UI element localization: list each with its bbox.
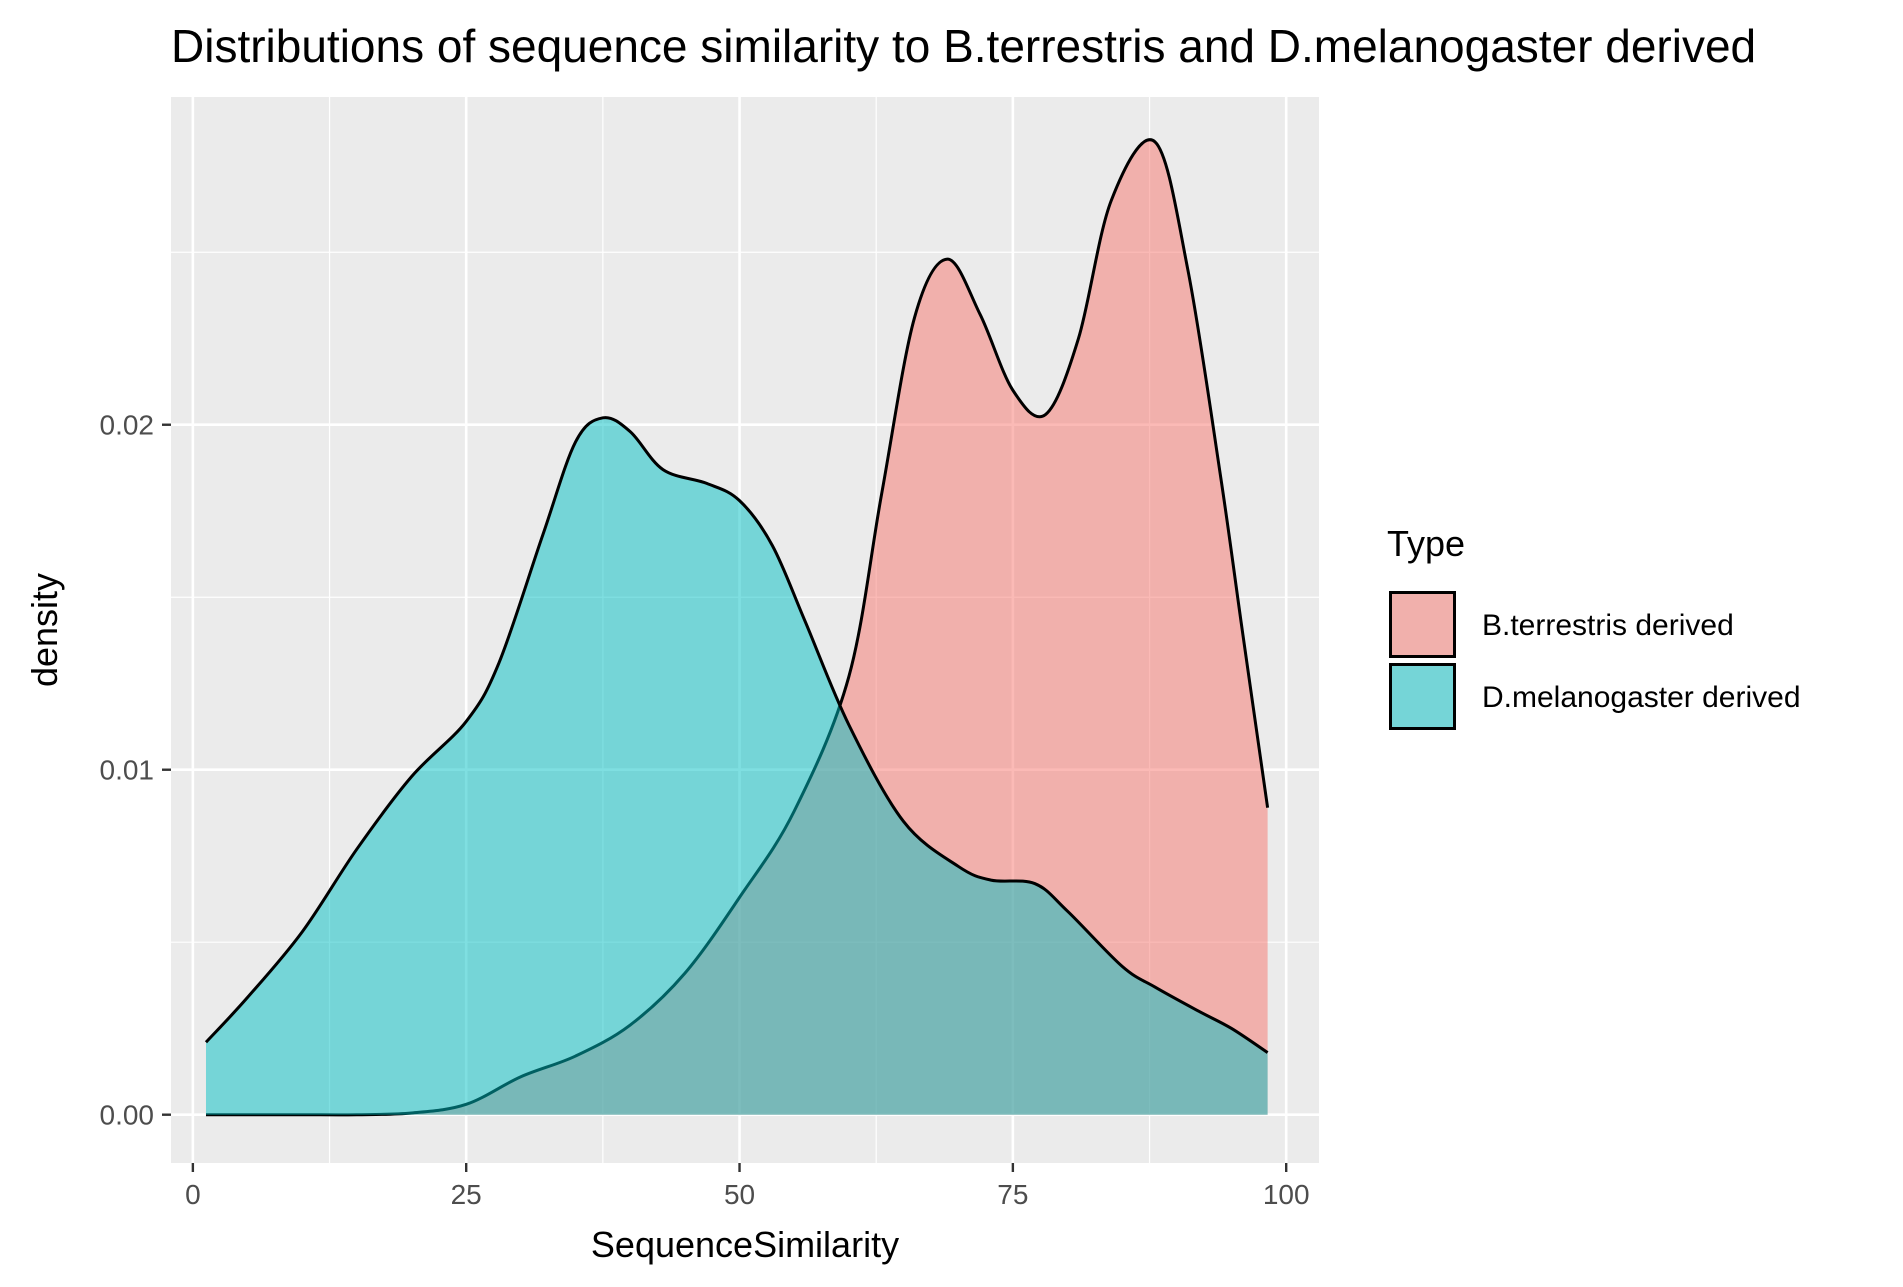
legend-label: B.terrestris derived bbox=[1482, 609, 1734, 642]
density-area-b-terrestris-derived bbox=[205, 139, 1268, 1115]
legend-swatch bbox=[1389, 663, 1456, 730]
chart-title: Distributions of sequence similarity to … bbox=[171, 20, 1756, 72]
x-tick-label: 50 bbox=[724, 1179, 755, 1210]
density-line-d-melanogaster-derived bbox=[204, 416, 1269, 1054]
legend-title: Type bbox=[1387, 523, 1465, 564]
y-axis: 0.00 0.01 0.02 bbox=[100, 410, 171, 1131]
y-tick-label: 0.01 bbox=[100, 755, 155, 786]
legend: Type B.terrestris derived D.melanogaster … bbox=[1387, 523, 1801, 730]
x-axis: 0 25 50 75 100 bbox=[185, 1163, 1310, 1210]
y-tick-label: 0.00 bbox=[100, 1100, 155, 1131]
density-areas bbox=[204, 138, 1270, 1117]
legend-label: D.melanogaster derived bbox=[1482, 681, 1801, 714]
x-axis-title: SequenceSimilarity bbox=[591, 1224, 899, 1265]
y-tick-label: 0.02 bbox=[100, 410, 155, 441]
density-area-d-melanogaster-derived bbox=[205, 417, 1268, 1115]
legend-swatch bbox=[1389, 591, 1456, 658]
x-tick-label: 0 bbox=[185, 1179, 201, 1210]
x-tick-label: 75 bbox=[997, 1179, 1028, 1210]
legend-items: B.terrestris derived D.melanogaster deriv… bbox=[1389, 591, 1801, 730]
x-tick-label: 25 bbox=[451, 1179, 482, 1210]
x-tick-label: 100 bbox=[1263, 1179, 1310, 1210]
y-axis-title: density bbox=[24, 573, 65, 687]
